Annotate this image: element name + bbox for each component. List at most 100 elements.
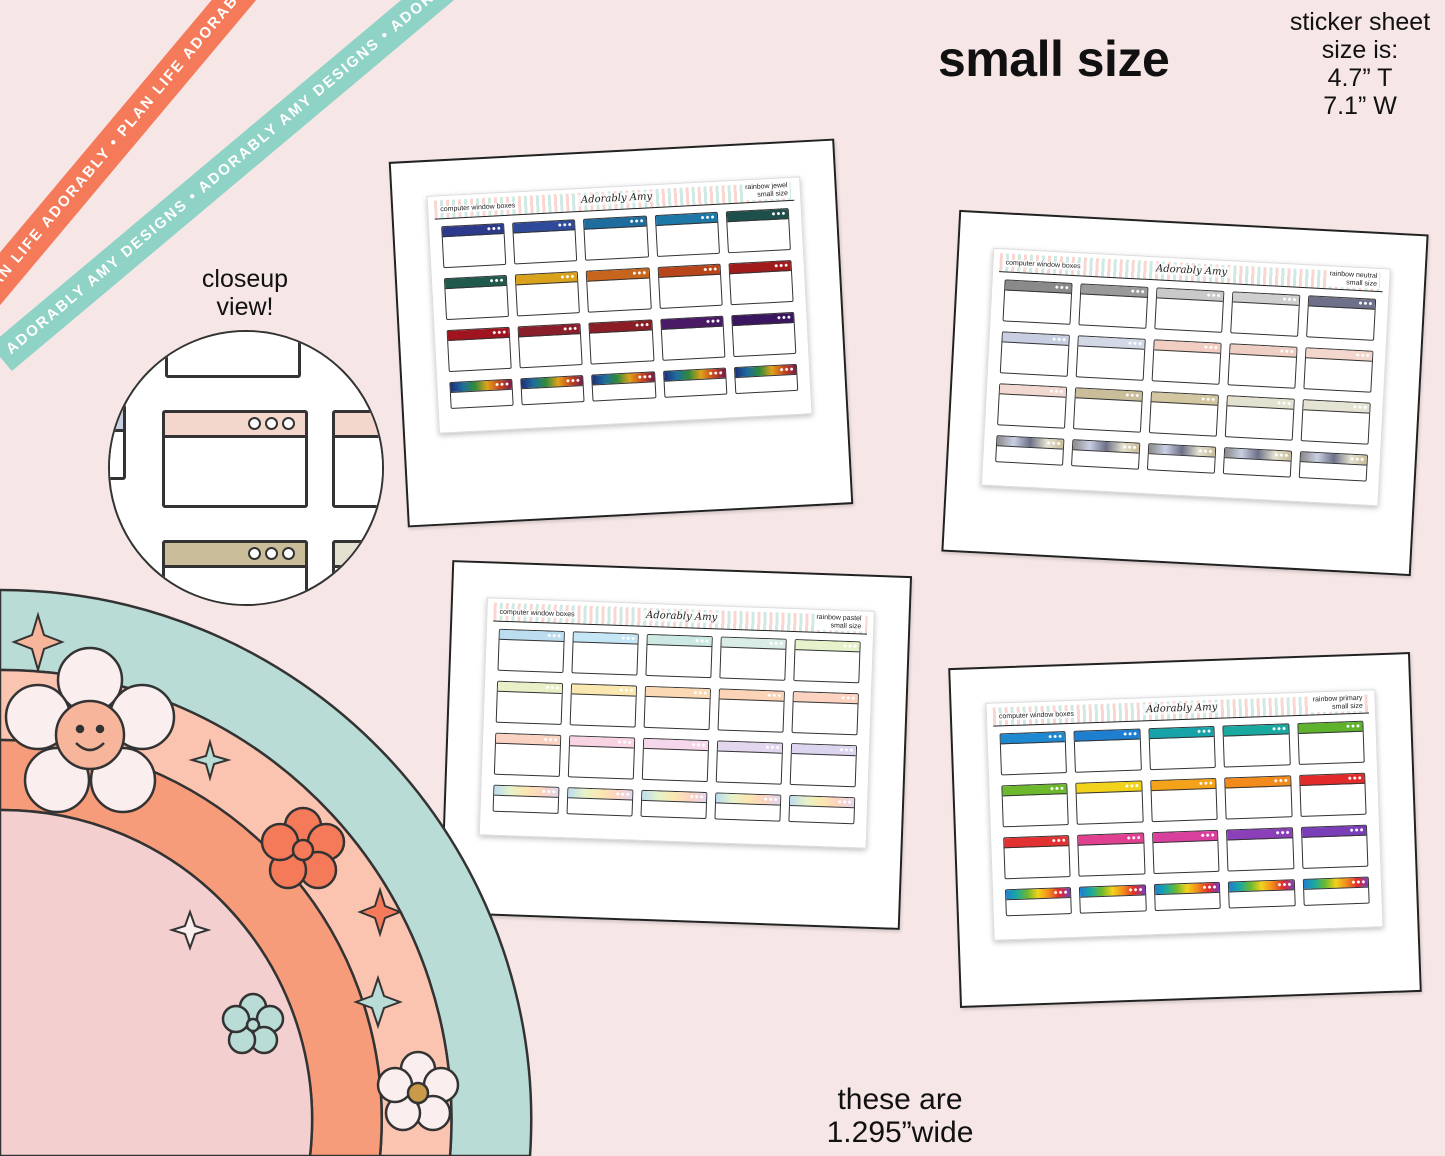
window-title-bar xyxy=(516,272,578,286)
window-title-bar xyxy=(726,209,789,223)
window-box-sticker xyxy=(789,743,858,788)
window-title-bar xyxy=(1154,882,1220,896)
window-box-sticker xyxy=(1228,879,1296,909)
window-title-bar xyxy=(1154,340,1221,354)
polaroid-rainbow-jewel: computer window boxes Adorably Amy rainb… xyxy=(388,138,854,528)
window-box-sticker xyxy=(588,319,655,365)
window-title-bar xyxy=(1151,778,1216,792)
window-box-sticker xyxy=(725,208,791,254)
window-title-bar xyxy=(584,216,647,230)
window-box-sticker xyxy=(586,267,652,313)
window-title-bar xyxy=(789,796,855,809)
window-box-sticker xyxy=(517,323,584,369)
closeup-window-bottom-right xyxy=(332,540,382,604)
window-title-bar xyxy=(442,224,504,238)
window-title-bar xyxy=(592,372,655,386)
window-title-bar xyxy=(732,312,794,327)
window-title-bar xyxy=(571,684,637,697)
polaroid-rainbow-neutral: computer window boxes Adorably Amy rainb… xyxy=(941,209,1429,577)
window-title-bar xyxy=(729,261,791,275)
window-title-bar xyxy=(521,376,584,390)
sheet-size-width: 7.1” W xyxy=(1323,92,1397,120)
window-box-sticker xyxy=(441,222,507,269)
window-box-sticker xyxy=(1306,295,1377,341)
brand-logo: Adorably Amy xyxy=(642,609,721,624)
sheet-variant: rainbow jewel small size xyxy=(742,181,791,201)
window-title-bar xyxy=(1078,336,1145,350)
sparkle-icon xyxy=(188,738,232,782)
window-box-sticker xyxy=(641,737,710,783)
width-note-line1: these are xyxy=(837,1083,963,1116)
window-title-bar xyxy=(1002,784,1068,797)
window-title-bar xyxy=(1223,724,1289,737)
window-title-bar xyxy=(1151,392,1218,406)
window-box-sticker xyxy=(1075,335,1146,381)
window-box-sticker xyxy=(1072,387,1144,433)
window-box-sticker xyxy=(1303,347,1374,393)
window-box-sticker xyxy=(1222,447,1293,478)
brand-logo: Adorably Amy xyxy=(577,191,656,207)
sheet-size-line1: sticker sheet xyxy=(1289,8,1431,36)
polaroid-rainbow-primary: computer window boxes Adorably Amy rainb… xyxy=(948,652,1422,1008)
window-title-bar xyxy=(1074,729,1140,742)
window-box-sticker xyxy=(1300,824,1369,869)
window-title-bar xyxy=(721,637,786,650)
window-title-bar xyxy=(715,793,781,806)
window-title-bar xyxy=(1072,440,1140,454)
window-box-sticker xyxy=(719,636,787,681)
window-title-bar xyxy=(569,736,635,749)
window-box-sticker xyxy=(1077,832,1146,877)
sticker-grid xyxy=(994,279,1377,496)
window-title-bar xyxy=(1299,773,1365,786)
window-box-sticker xyxy=(1078,283,1149,329)
variant-size: small size xyxy=(757,190,789,199)
window-title-bar xyxy=(1000,732,1066,745)
window-title-bar xyxy=(1303,877,1369,890)
window-box-sticker xyxy=(717,688,785,733)
window-box-sticker xyxy=(1146,443,1217,474)
sheet-variant: rainbow neutral small size xyxy=(1326,270,1380,289)
window-box-sticker xyxy=(1296,720,1365,766)
window-title-bar xyxy=(1080,885,1146,898)
sheet-variant: rainbow primary small size xyxy=(1310,694,1365,713)
window-box-sticker xyxy=(643,685,712,731)
window-box-sticker xyxy=(733,363,799,395)
window-box-sticker xyxy=(1224,775,1293,820)
window-box-sticker xyxy=(520,375,585,406)
window-title-bar xyxy=(655,212,718,227)
sparkle-icon xyxy=(357,886,403,938)
window-box-sticker xyxy=(995,435,1065,466)
variant-size: small size xyxy=(830,622,862,631)
window-title-bar xyxy=(1224,448,1292,462)
window-box-sticker xyxy=(1002,279,1073,325)
window-title-bar xyxy=(645,686,710,700)
window-box-sticker xyxy=(1071,439,1141,470)
window-box-sticker xyxy=(449,378,514,410)
sticker-width-note: these are 1.295”wide xyxy=(780,1083,1020,1149)
brand-logo: Adorably Amy xyxy=(1142,701,1221,716)
window-box-sticker xyxy=(997,383,1068,429)
window-box-sticker xyxy=(788,794,856,825)
window-box-sticker xyxy=(1079,884,1147,914)
window-box-sticker xyxy=(640,789,708,820)
window-title-bar xyxy=(1230,344,1297,358)
sheet-size-line2: size is: xyxy=(1321,36,1399,64)
window-box-sticker xyxy=(657,263,723,309)
closeup-line2: view! xyxy=(216,293,274,321)
brand-logo: Adorably Amy xyxy=(1152,263,1231,279)
window-title-bar xyxy=(1227,828,1292,841)
sticker-sheet: computer window boxes Adorably Amy rainb… xyxy=(985,689,1384,941)
closeup-label: closeup view! xyxy=(180,265,310,321)
window-title-bar xyxy=(1301,825,1367,838)
smiley-flower-icon xyxy=(4,646,176,814)
window-box-sticker xyxy=(1222,723,1291,768)
window-box-sticker xyxy=(512,219,578,265)
variant-size: small size xyxy=(1331,702,1363,711)
window-box-sticker xyxy=(446,326,512,373)
window-box-sticker xyxy=(1073,728,1142,773)
window-box-sticker xyxy=(728,259,794,306)
window-box-sticker xyxy=(1151,829,1220,875)
window-title-bar xyxy=(573,632,638,645)
window-box-sticker xyxy=(999,331,1070,377)
teal-flower-icon xyxy=(221,992,285,1055)
